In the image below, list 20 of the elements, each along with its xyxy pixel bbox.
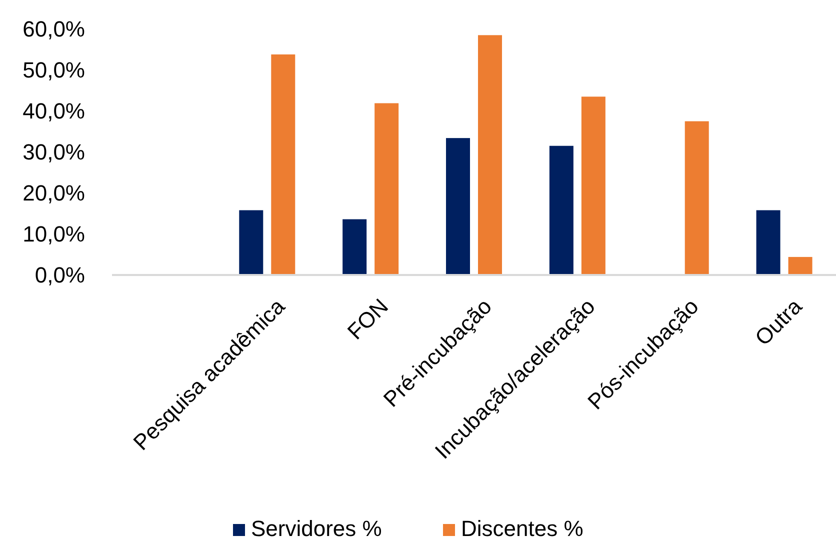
legend-label: Servidores % xyxy=(251,516,382,541)
bar xyxy=(239,210,264,275)
y-tick-label: 10,0% xyxy=(22,222,85,247)
bar xyxy=(788,256,812,275)
bar xyxy=(756,210,780,275)
bar xyxy=(684,121,709,275)
bar xyxy=(446,138,470,275)
bar xyxy=(342,219,367,275)
bar xyxy=(478,35,502,275)
y-tick-label: 0,0% xyxy=(34,262,85,288)
y-tick-label: 50,0% xyxy=(22,58,85,83)
bar xyxy=(549,146,574,275)
bar xyxy=(271,54,296,275)
y-tick-label: 30,0% xyxy=(22,140,85,165)
bar xyxy=(581,96,606,275)
legend-label: Discentes % xyxy=(461,516,584,541)
y-tick-label: 20,0% xyxy=(22,180,85,206)
y-tick-label: 40,0% xyxy=(22,98,85,124)
y-tick-label: 60,0% xyxy=(22,16,85,42)
bar xyxy=(374,103,399,275)
